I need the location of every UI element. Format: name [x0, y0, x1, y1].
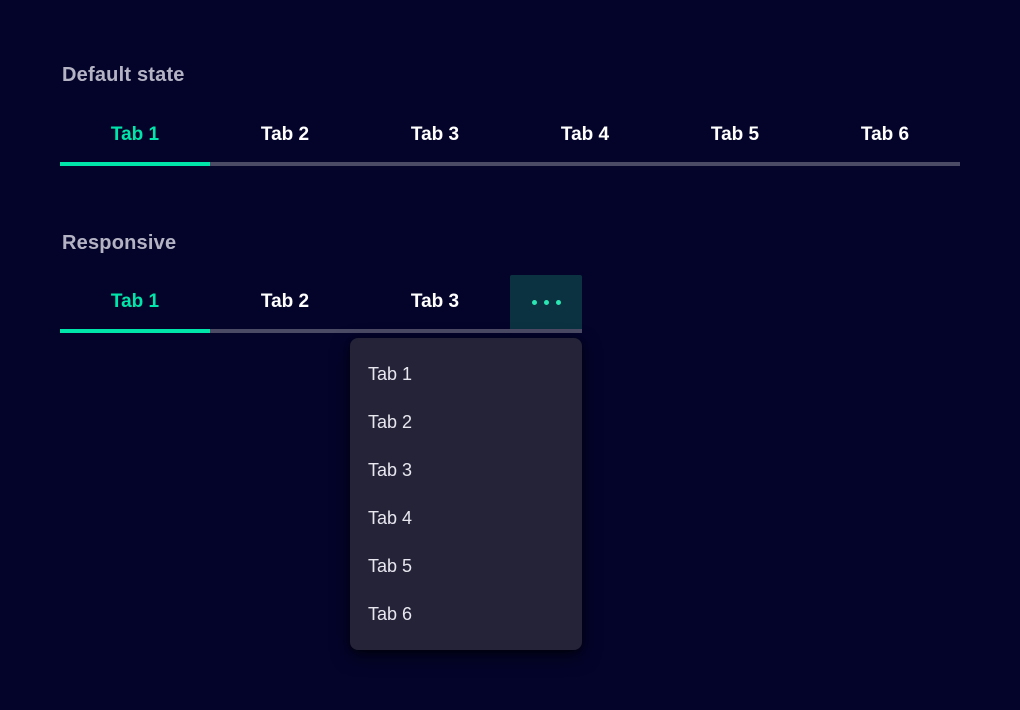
ellipsis-icon: [531, 299, 537, 305]
responsive-tab-1[interactable]: Tab 1: [60, 275, 210, 333]
ellipsis-icon: [543, 299, 549, 305]
responsive-tab-3[interactable]: Tab 3: [360, 275, 510, 329]
default-tab-6[interactable]: Tab 6: [810, 108, 960, 162]
dropdown-item-tab-2[interactable]: Tab 2: [368, 412, 413, 432]
default-tab-5[interactable]: Tab 5: [660, 108, 810, 162]
default-tab-1[interactable]: Tab 1: [60, 108, 210, 166]
dropdown-item-tab-6[interactable]: Tab 6: [368, 604, 413, 624]
default-tab-2[interactable]: Tab 2: [210, 108, 360, 162]
ellipsis-icon: [555, 299, 561, 305]
tab-overflow-button[interactable]: [510, 275, 582, 329]
dropdown-item-tab-1[interactable]: Tab 1: [368, 364, 413, 384]
responsive-tabbar: Tab 1 Tab 2 Tab 3: [60, 275, 582, 333]
overflow-dropdown-menu: Tab 1 Tab 2 Tab 3 Tab 4 Tab 5 Tab 6: [350, 338, 582, 650]
section-title-responsive: Responsive: [62, 232, 177, 254]
dropdown-item-tab-5[interactable]: Tab 5: [368, 556, 413, 576]
responsive-tab-2[interactable]: Tab 2: [210, 275, 360, 329]
default-tabbar: Tab 1 Tab 2 Tab 3 Tab 4 Tab 5 Tab 6: [60, 108, 960, 166]
section-title-default-state: Default state: [62, 64, 185, 86]
default-tab-4[interactable]: Tab 4: [510, 108, 660, 162]
dropdown-item-tab-3[interactable]: Tab 3: [368, 460, 413, 480]
dropdown-item-tab-4[interactable]: Tab 4: [368, 508, 413, 528]
default-tab-3[interactable]: Tab 3: [360, 108, 510, 162]
